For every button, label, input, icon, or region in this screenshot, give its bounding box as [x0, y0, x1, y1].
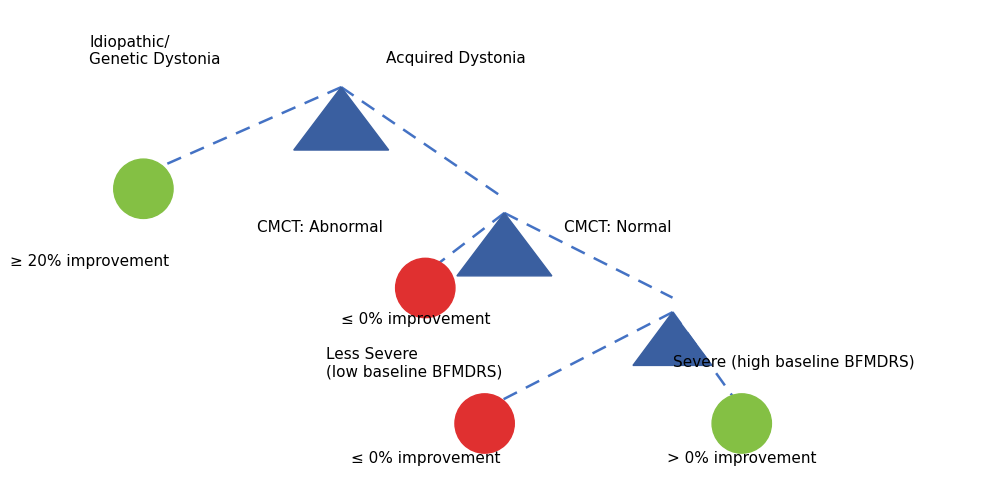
Text: ≤ 0% improvement: ≤ 0% improvement — [350, 452, 500, 466]
Text: Less Severe
(low baseline BFMDRS): Less Severe (low baseline BFMDRS) — [326, 347, 502, 379]
Ellipse shape — [396, 258, 455, 318]
Ellipse shape — [712, 394, 771, 453]
Polygon shape — [633, 312, 712, 365]
Text: CMCT: Abnormal: CMCT: Abnormal — [257, 220, 383, 235]
Text: ≤ 0% improvement: ≤ 0% improvement — [341, 312, 491, 327]
Ellipse shape — [114, 159, 173, 218]
Text: Idiopathic/
Genetic Dystonia: Idiopathic/ Genetic Dystonia — [89, 35, 221, 67]
Ellipse shape — [455, 394, 514, 453]
Polygon shape — [457, 213, 552, 276]
Text: ≥ 20% improvement: ≥ 20% improvement — [10, 254, 169, 269]
Polygon shape — [294, 87, 389, 150]
Text: Acquired Dystonia: Acquired Dystonia — [386, 51, 525, 65]
Text: Severe (high baseline BFMDRS): Severe (high baseline BFMDRS) — [673, 356, 914, 370]
Text: CMCT: Normal: CMCT: Normal — [564, 220, 672, 235]
Text: > 0% improvement: > 0% improvement — [667, 452, 817, 466]
